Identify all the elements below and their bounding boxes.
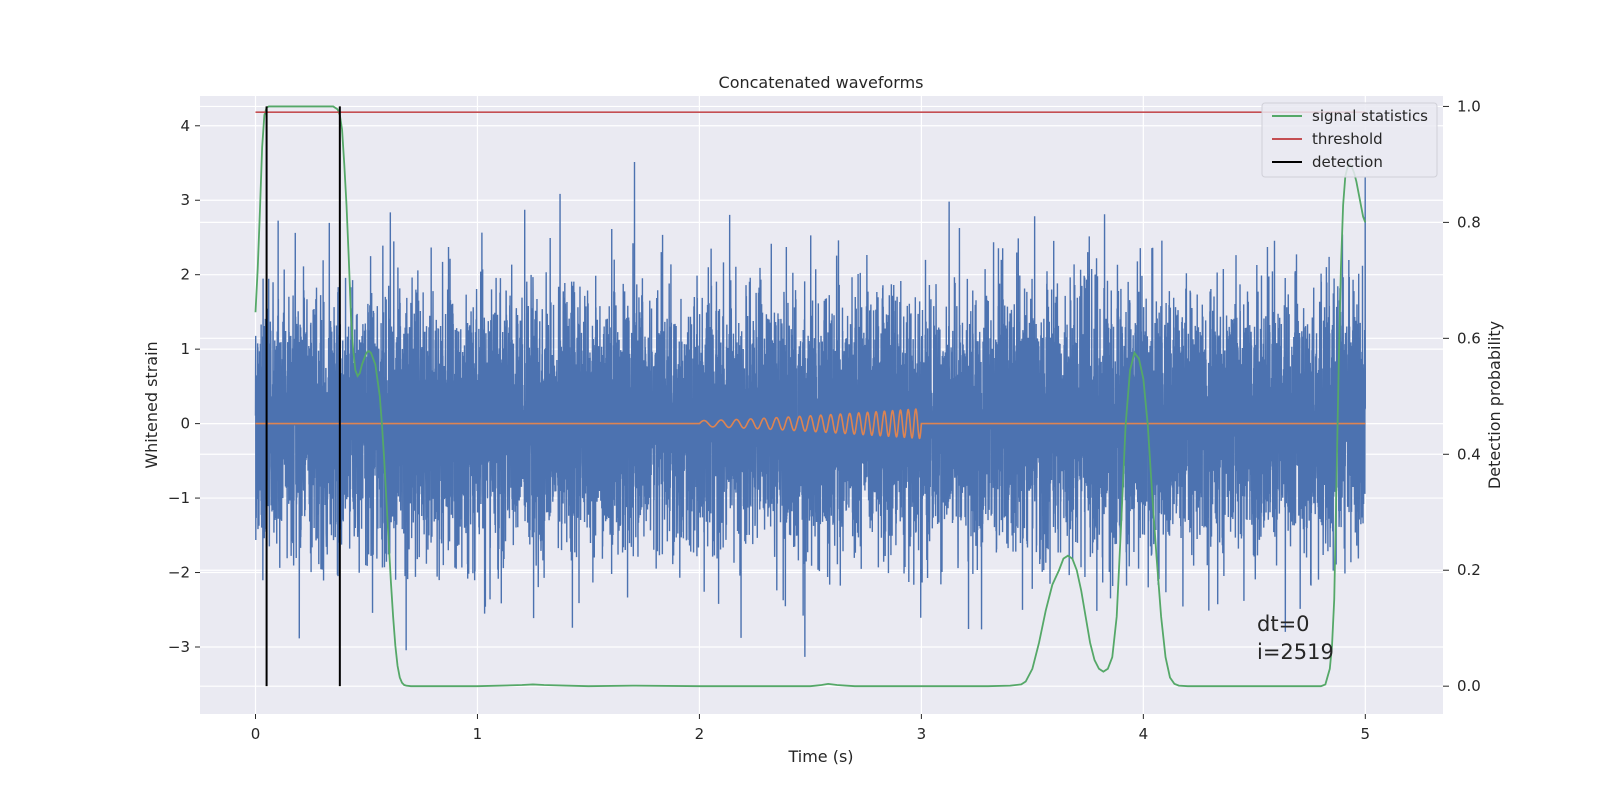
legend-box — [1261, 102, 1438, 178]
y-tick-label: −2 — [168, 564, 190, 582]
legend: signal statistics threshold detection — [1261, 102, 1438, 178]
template-series-line — [255, 408, 1366, 440]
signal-statistics-line — [254, 105, 1367, 688]
y-axis-label: Whitened strain — [142, 341, 161, 468]
y-right-tick-label: 0.6 — [1457, 329, 1481, 347]
x-tick-label: 2 — [695, 725, 705, 743]
y-axis-label-right: Detection probability — [1485, 321, 1504, 489]
annotation-index: i=2519 — [1257, 640, 1334, 664]
annotation-dt: dt=0 — [1257, 612, 1310, 636]
y-tick-label: 1 — [180, 340, 190, 358]
y-right-tick-label: 0.4 — [1457, 445, 1481, 463]
legend-label-signal-statistics: signal statistics — [1312, 107, 1428, 125]
y-right-tick-label: 0.2 — [1457, 561, 1481, 579]
x-tick-label: 0 — [251, 725, 261, 743]
y-right-tick-label: 0.8 — [1457, 213, 1481, 231]
detection-lines — [265, 106, 341, 687]
y-tick-label: 0 — [180, 415, 190, 433]
y-tick-label: 3 — [180, 191, 190, 209]
x-tick-label: 5 — [1361, 725, 1371, 743]
y-tick-label: −1 — [168, 489, 190, 507]
y-tick-label: −3 — [168, 638, 190, 656]
legend-label-threshold: threshold — [1312, 130, 1383, 148]
chart-title: Concatenated waveforms — [719, 73, 924, 92]
x-ticks: 0 1 2 3 4 5 — [251, 714, 1370, 743]
y-right-tick-label: 1.0 — [1457, 97, 1481, 115]
y-tick-label: 4 — [180, 117, 190, 135]
legend-label-detection: detection — [1312, 153, 1383, 171]
x-axis-label: Time (s) — [787, 747, 853, 766]
strain-series-line — [254, 161, 1367, 657]
y-ticks-right: 0.0 0.2 0.4 0.6 0.8 1.0 — [1443, 97, 1481, 695]
y-ticks: −3 −2 −1 0 1 2 3 4 — [168, 117, 200, 656]
x-tick-label: 1 — [473, 725, 483, 743]
x-tick-label: 4 — [1139, 725, 1149, 743]
y-tick-label: 2 — [180, 266, 190, 284]
y-right-tick-label: 0.0 — [1457, 677, 1481, 695]
x-tick-label: 3 — [917, 725, 927, 743]
